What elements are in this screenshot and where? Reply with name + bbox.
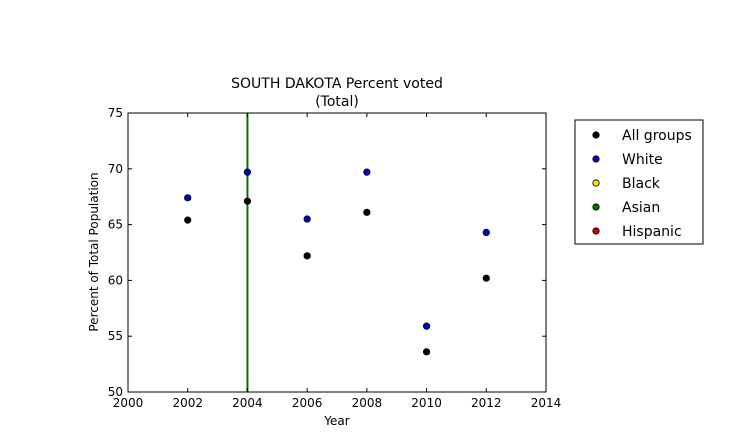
x-tick-label: 2002: [172, 396, 203, 410]
all-groups-point: [482, 274, 490, 282]
x-tick-label: 2006: [292, 396, 323, 410]
chart-title: SOUTH DAKOTA Percent voted: [231, 76, 443, 92]
legend-label-white: White: [622, 152, 663, 168]
legend-label-all-groups: All groups: [622, 128, 692, 144]
legend-marker-black: [592, 179, 600, 187]
x-tick-label: 2014: [531, 396, 562, 410]
all-groups-point: [363, 208, 371, 216]
white-point: [422, 322, 431, 330]
y-tick-label: 50: [108, 385, 123, 399]
x-tick-label: 2004: [232, 396, 263, 410]
chart-subtitle: (Total): [315, 94, 359, 110]
legend: All groups White Black Asian Hispanic: [574, 119, 704, 245]
white-point: [303, 215, 311, 223]
x-tick-label: 2010: [411, 396, 442, 410]
x-tick-label: 2008: [352, 396, 383, 410]
legend-label-hispanic: Hispanic: [622, 224, 682, 240]
legend-marker-hispanic: [592, 227, 600, 235]
y-tick-label: 60: [108, 273, 123, 287]
white-point: [482, 228, 490, 237]
legend-label-black: Black: [622, 176, 661, 192]
x-tick-label: 2012: [471, 396, 502, 410]
x-tick-label: 2000: [113, 396, 144, 410]
plot-area-frame: [127, 112, 547, 393]
y-tick-label: 70: [108, 162, 123, 176]
all-groups-point: [422, 348, 431, 356]
x-axis-label: Year: [323, 414, 349, 428]
legend-marker-white: [592, 155, 600, 163]
all-groups-point: [184, 216, 192, 224]
all-groups-point: [303, 252, 311, 260]
y-tick-label: 65: [108, 218, 123, 232]
legend-label-asian: Asian: [622, 200, 660, 216]
white-point: [184, 194, 192, 202]
white-point: [363, 168, 371, 176]
y-tick-label: 75: [108, 106, 123, 120]
legend-marker-all-groups: [592, 131, 600, 139]
all-groups-point: [243, 197, 252, 205]
y-tick-label: 55: [108, 329, 123, 343]
white-point: [243, 168, 252, 176]
legend-marker-asian: [592, 203, 600, 211]
y-axis-label: Percent of Total Population: [87, 172, 101, 331]
